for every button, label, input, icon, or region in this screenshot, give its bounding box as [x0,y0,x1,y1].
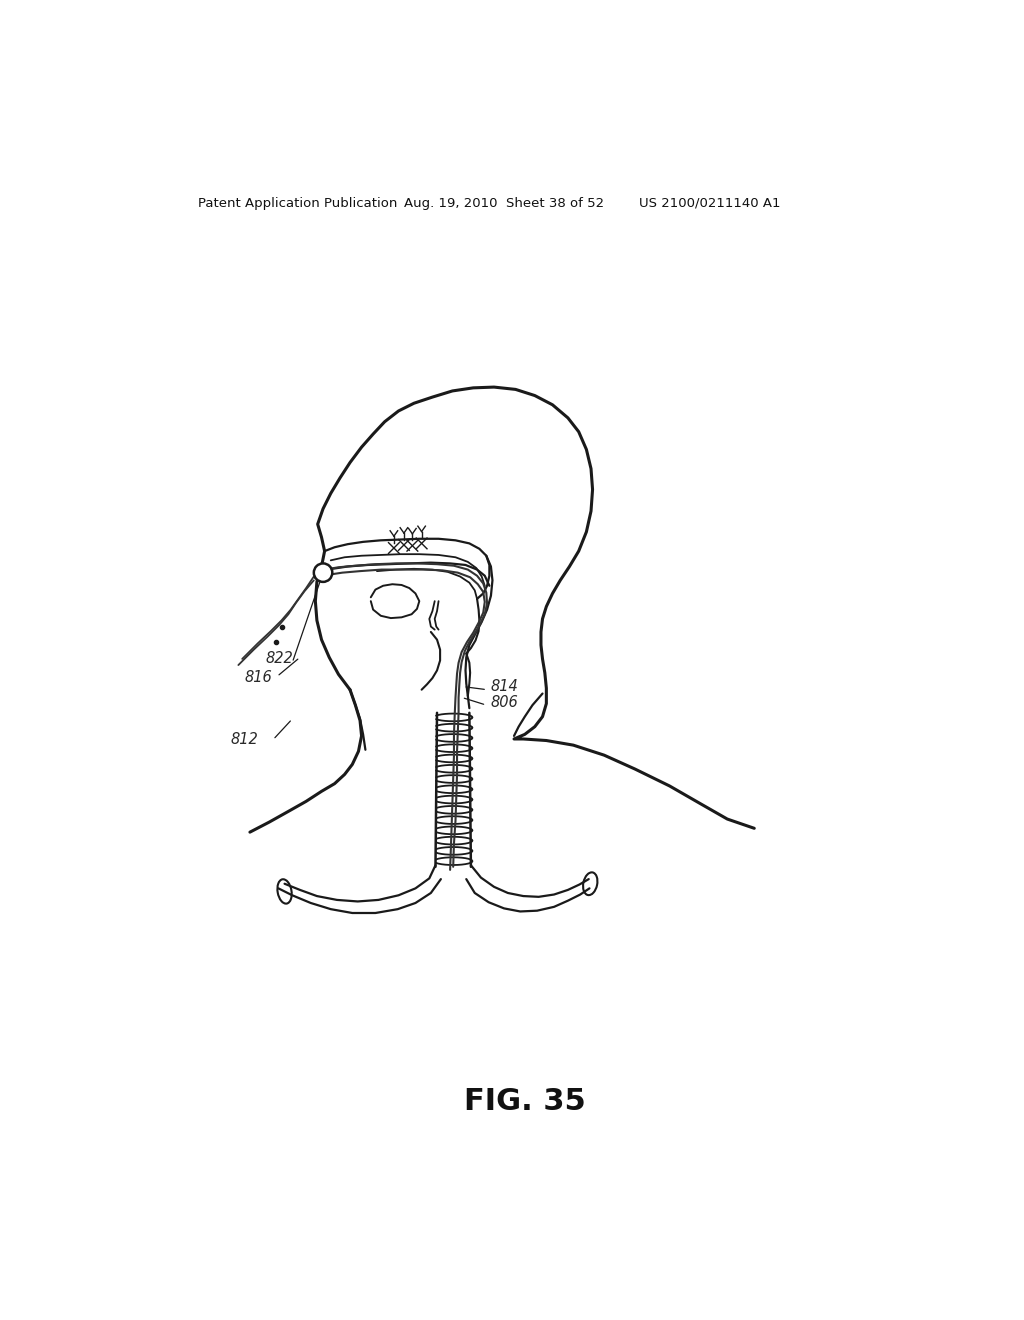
Text: 822: 822 [265,651,293,665]
Text: Aug. 19, 2010  Sheet 38 of 52: Aug. 19, 2010 Sheet 38 of 52 [403,197,604,210]
Text: Patent Application Publication: Patent Application Publication [199,197,397,210]
Circle shape [313,564,333,582]
Text: FIG. 35: FIG. 35 [464,1088,586,1117]
Text: 814: 814 [490,680,519,694]
Text: 806: 806 [490,694,519,710]
Text: 816: 816 [245,671,272,685]
Text: US 2100/0211140 A1: US 2100/0211140 A1 [639,197,780,210]
Text: 812: 812 [230,731,258,747]
